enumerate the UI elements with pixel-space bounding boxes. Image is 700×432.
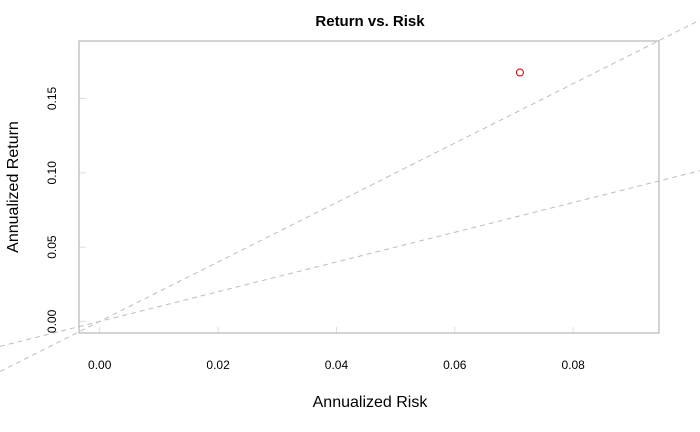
axis-ticks: 0.00 0.02 0.04 0.06 0.08 0.00 0.05 0.10 0.15 (45, 87, 585, 372)
y-tick-label: 0.00 (45, 309, 59, 333)
reference-line-2 (0, 170, 700, 347)
x-tick-label: 0.02 (206, 358, 230, 372)
data-point (515, 68, 524, 77)
y-tick-label: 0.15 (45, 87, 59, 111)
reference-lines (0, 19, 700, 372)
y-axis-label: Annualized Return (5, 121, 22, 253)
x-tick-label: 0.04 (325, 358, 349, 372)
x-axis-label: Annualized Risk (313, 394, 429, 411)
x-tick-label: 0.08 (562, 358, 586, 372)
plot-box (78, 40, 660, 334)
data-points (515, 68, 524, 77)
chart-title: Return vs. Risk (315, 13, 425, 30)
x-tick-label: 0.06 (443, 358, 467, 372)
reference-line-1 (0, 19, 700, 372)
y-tick-label: 0.10 (45, 161, 59, 185)
y-tick-label: 0.05 (45, 235, 59, 259)
x-tick-label: 0.00 (88, 358, 112, 372)
